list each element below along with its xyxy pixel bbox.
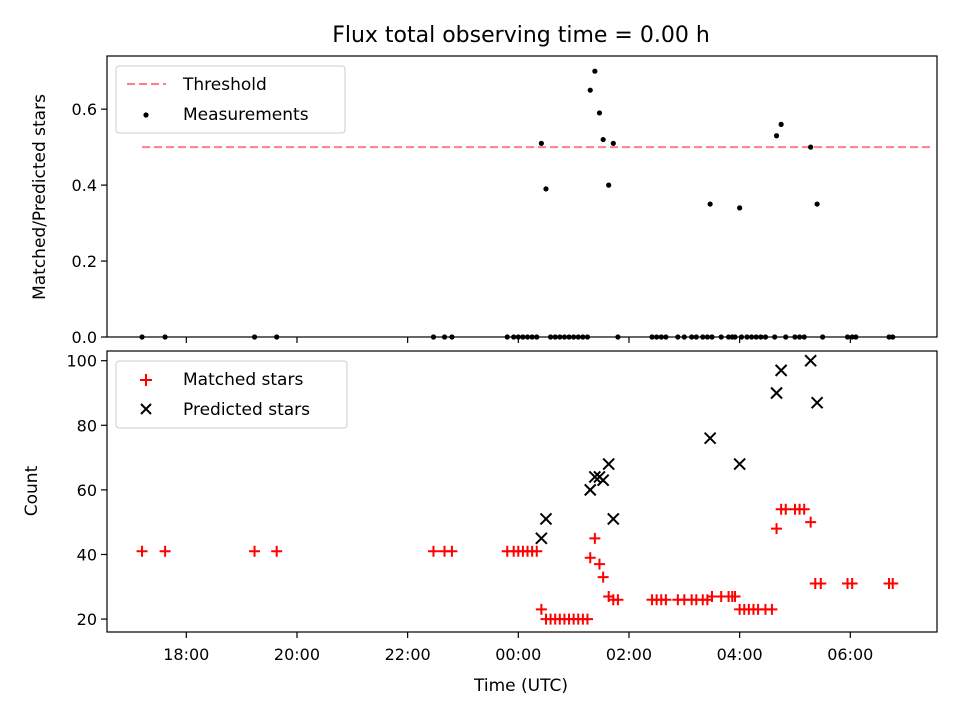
matched-star-point [593, 558, 605, 570]
legend-measurements-swatch [143, 112, 149, 118]
bottom-y-ticks: 20 40 60 80 100 [66, 352, 107, 629]
matched-star-point [798, 503, 810, 515]
legend-matched-swatch [140, 374, 152, 386]
predicted-star-point [584, 483, 597, 497]
matched-star-point [531, 545, 543, 557]
matched-star-point [581, 613, 593, 625]
matched-star-point [815, 578, 827, 590]
top-x-ticks [185, 337, 851, 343]
predicted-star-point [596, 473, 610, 487]
measurement-point [538, 140, 544, 146]
predicted-star-point [607, 512, 620, 526]
predicted-star-point [810, 396, 824, 409]
matched-star-point [597, 571, 609, 583]
measurement-point [543, 186, 549, 192]
bottom-x-tick-label: 22:00 [385, 645, 431, 664]
bottom-x-tick-label: 06:00 [827, 645, 873, 664]
matched-star-point [271, 545, 283, 557]
bottom-y-axis-label: Count [22, 465, 42, 516]
top-panel: 0.0 0.2 0.4 0.6 Matched/Predicted stars Thr… [30, 55, 938, 347]
bottom-y-tick-label: 100 [66, 352, 97, 371]
bottom-x-tick-label: 02:00 [606, 645, 652, 664]
matched-star-point [249, 545, 261, 557]
legend-matched-label: Matched stars [183, 370, 303, 390]
top-y-tick-label: 0.6 [72, 100, 97, 119]
matched-star-point [887, 578, 899, 590]
predicted-star-point [703, 431, 717, 445]
top-y-tick-label: 0.0 [72, 328, 97, 347]
measurement-point [600, 136, 606, 143]
top-y-tick-label: 0.2 [72, 252, 97, 271]
legend-predicted-swatch [140, 403, 152, 415]
bottom-x-axis-label: Time (UTC) [473, 676, 568, 696]
matched-star-point [535, 603, 547, 615]
matched-star-point [706, 590, 718, 602]
measurement-point [587, 87, 593, 93]
matched-star-point [846, 578, 858, 590]
predicted-star-point [602, 457, 615, 471]
bottom-legend: Matched stars Predicted stars [115, 360, 348, 429]
bottom-x-tick-label: 04:00 [717, 645, 763, 664]
predicted-star-point [535, 532, 548, 545]
bottom-x-tick-label: 00:00 [495, 645, 541, 664]
legend-measurements-label: Measurements [183, 105, 309, 125]
measurement-point [778, 121, 784, 127]
measurement-point [596, 110, 603, 116]
predicted-star-point [774, 364, 788, 377]
bottom-x-tick-label: 18:00 [163, 645, 209, 664]
matched-star-point [766, 603, 778, 615]
matched-star-point [612, 594, 624, 606]
measurement-point [808, 144, 814, 150]
bottom-y-tick-label: 40 [77, 545, 97, 564]
measurement-point [814, 201, 820, 207]
top-y-tick-label: 0.4 [72, 176, 97, 195]
measurement-point [610, 140, 616, 146]
legend-threshold-label: Threshold [182, 75, 267, 95]
bottom-axes-frame [106, 350, 938, 633]
predicted-star-point [539, 512, 553, 526]
matched-star-point [660, 594, 672, 606]
matched-star-point [805, 516, 817, 528]
bottom-x-ticks: 18:00 20:00 22:00 00:00 02:00 04:00 06:00 [163, 632, 873, 664]
predicted-star-point [733, 457, 746, 471]
top-legend-box [115, 65, 346, 134]
matched-star-point [771, 523, 783, 535]
matched-star-point [589, 532, 601, 544]
bottom-panel: 20 40 60 80 100 18:00 20:00 22:00 00:00 02:00 04:… [22, 350, 938, 696]
top-y-axis-label: Matched/Predicted stars [30, 94, 50, 300]
bottom-y-tick-label: 80 [77, 416, 97, 435]
measurement-point [773, 133, 780, 139]
predicted-star-point [588, 470, 602, 484]
legend-predicted-label: Predicted stars [183, 400, 310, 420]
bottom-legend-box [115, 360, 348, 429]
predicted-star-point [804, 354, 817, 367]
matched-star-point [446, 545, 458, 557]
bottom-y-tick-label: 60 [77, 481, 97, 500]
matched-star-point [729, 590, 741, 602]
matched-star-point [584, 552, 596, 564]
measurement-point [592, 68, 598, 74]
bottom-x-tick-label: 20:00 [274, 645, 320, 664]
matched-star-point [780, 503, 792, 515]
figure-title: Flux total observing time = 0.00 h [332, 23, 710, 48]
bottom-marks [136, 354, 899, 625]
predicted-star-point [770, 386, 783, 400]
top-legend: Threshold Measurements [115, 65, 346, 134]
measurement-point [606, 182, 612, 188]
matched-star-point [159, 545, 171, 557]
top-axes-frame [106, 55, 938, 338]
measurement-point [737, 205, 743, 211]
bottom-y-tick-label: 20 [77, 610, 97, 629]
matched-star-point [427, 545, 439, 557]
matched-star-point [136, 545, 148, 557]
measurement-point [707, 201, 713, 207]
top-y-ticks: 0.0 0.2 0.4 0.6 [72, 100, 107, 347]
